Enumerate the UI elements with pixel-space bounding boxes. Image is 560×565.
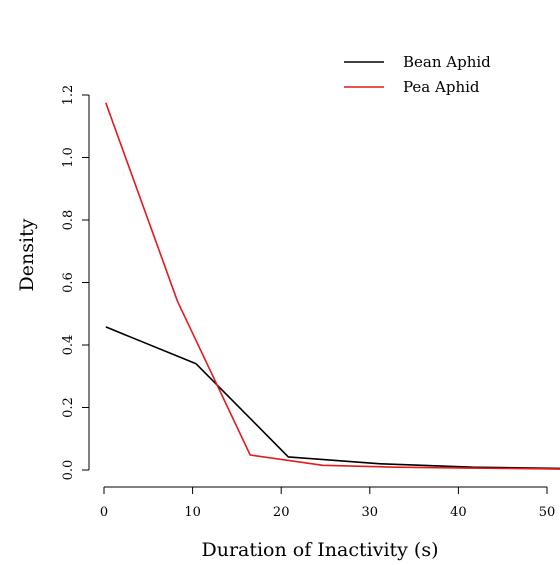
y-axis: 0.0 0.2 0.4 0.6 0.8 1.0 1.2 bbox=[61, 85, 90, 481]
legend-label-0: Bean Aphid bbox=[403, 53, 491, 71]
y-tick-label: 0.0 bbox=[61, 460, 76, 481]
series-line-0 bbox=[105, 326, 560, 470]
y-tick-label: 0.2 bbox=[61, 397, 76, 418]
x-axis: 0 10 20 30 40 50 bbox=[100, 486, 556, 520]
y-axis-title: Density bbox=[16, 218, 38, 291]
y-tick-label: 0.6 bbox=[61, 272, 76, 293]
y-tick-label: 0.8 bbox=[61, 210, 76, 231]
series-line-1 bbox=[105, 102, 560, 470]
x-tick-label: 10 bbox=[184, 505, 201, 520]
x-tick-label: 30 bbox=[362, 505, 379, 520]
x-tick-label: 50 bbox=[539, 505, 556, 520]
legend-label-1: Pea Aphid bbox=[403, 78, 480, 96]
x-axis-title: Duration of Inactivity (s) bbox=[201, 539, 438, 561]
y-tick-label: 0.4 bbox=[61, 335, 76, 356]
legend: Bean Aphid Pea Aphid bbox=[344, 53, 491, 96]
x-tick-label: 0 bbox=[100, 505, 108, 520]
y-tick-label: 1.2 bbox=[61, 85, 76, 106]
x-tick-label: 20 bbox=[273, 505, 290, 520]
plot-series bbox=[105, 102, 560, 470]
x-tick-label: 40 bbox=[450, 505, 467, 520]
y-tick-label: 1.0 bbox=[61, 147, 76, 168]
